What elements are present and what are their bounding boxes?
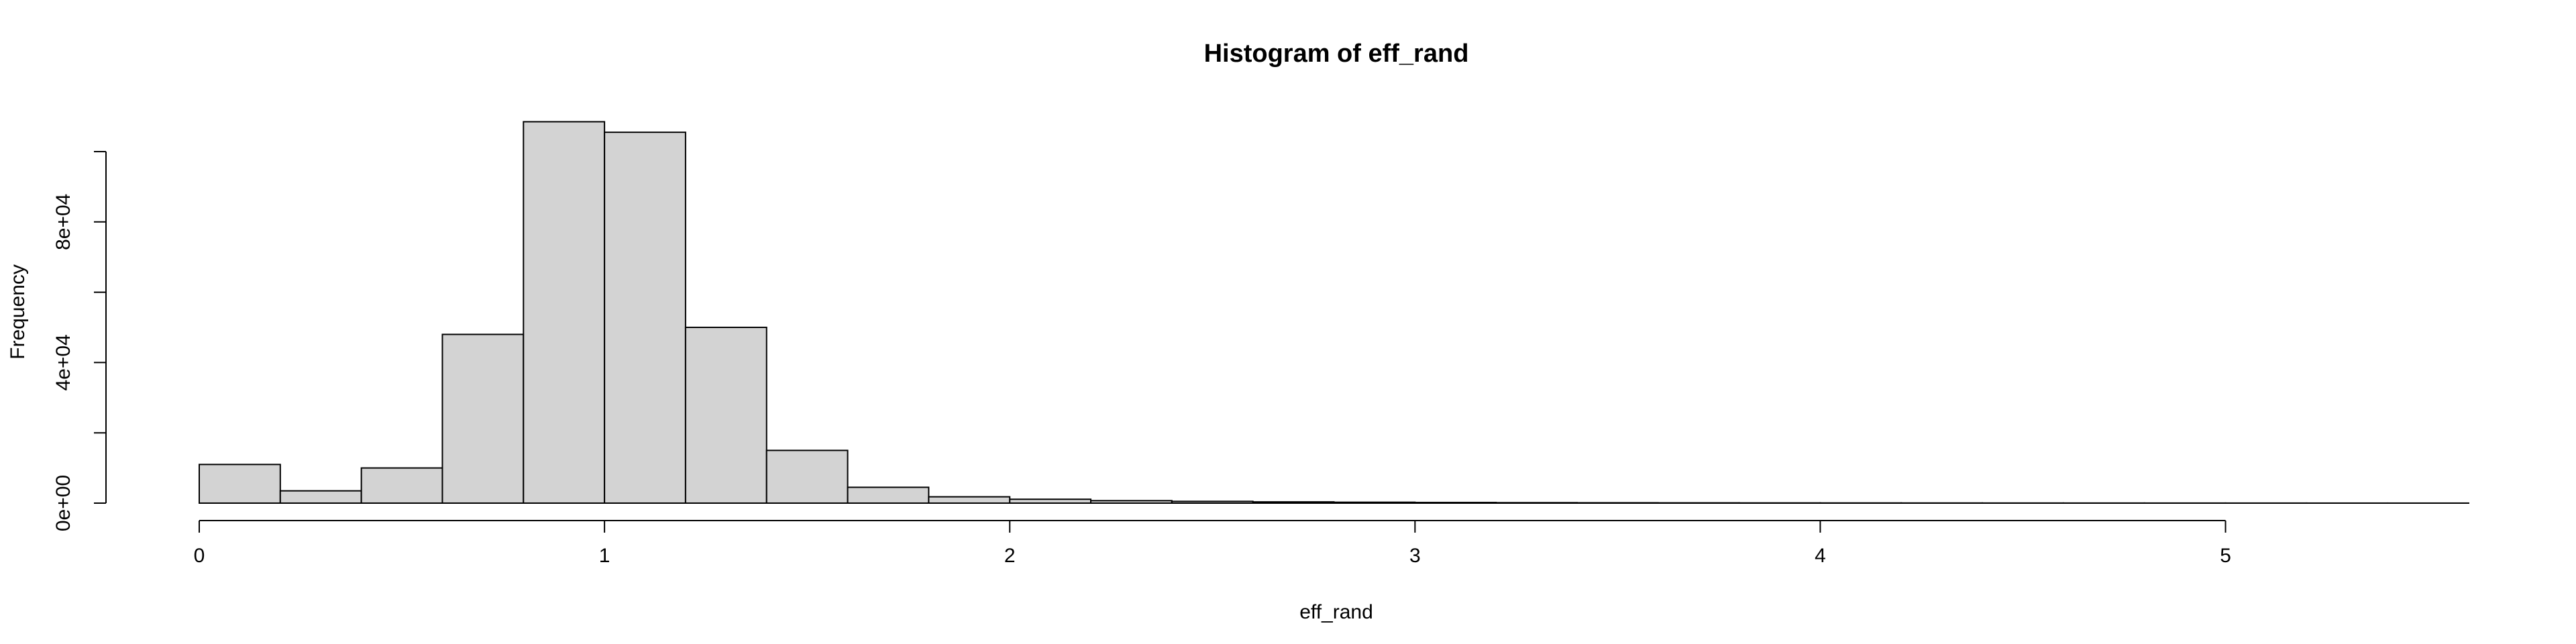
histogram-bar (1495, 502, 1578, 504)
y-axis-label: Frequency (7, 264, 29, 360)
x-tick-label: 5 (2220, 545, 2231, 567)
x-tick-label: 1 (599, 545, 610, 567)
histogram-bar (1090, 500, 1173, 504)
histogram-bar (1252, 501, 1335, 504)
histogram-bar (441, 333, 525, 504)
histogram-bar (279, 490, 362, 504)
x-tick-label: 3 (1409, 545, 1421, 567)
x-axis: 0 1 2 3 4 5 (194, 520, 2231, 567)
histogram-bar (604, 131, 686, 504)
histogram-bar (523, 121, 606, 504)
histogram-bar (1414, 502, 1497, 504)
histogram-bar (1009, 498, 1092, 504)
histogram-bar (1171, 500, 1254, 504)
bars-group (199, 121, 2469, 504)
histogram-bar (847, 486, 930, 504)
x-axis-label: eff_rand (1299, 601, 1373, 623)
histogram-bar (199, 464, 281, 504)
y-tick-label: 0e+00 (52, 475, 74, 531)
histogram-bar (928, 496, 1011, 504)
y-tick-label: 4e+04 (52, 334, 74, 390)
chart-title: Histogram of eff_rand (1204, 40, 1469, 68)
histogram-bar (1333, 501, 1416, 504)
histogram-bar (1576, 502, 1659, 504)
y-tick-label: 8e+04 (52, 194, 74, 250)
x-tick-label: 2 (1004, 545, 1016, 567)
histogram-bar (684, 327, 767, 504)
y-axis: 0e+00 4e+04 8e+04 (52, 151, 107, 531)
x-tick-label: 4 (1815, 545, 1826, 567)
histogram-bar (765, 449, 849, 504)
x-tick-label: 0 (194, 545, 205, 567)
histogram-bar (360, 467, 443, 504)
